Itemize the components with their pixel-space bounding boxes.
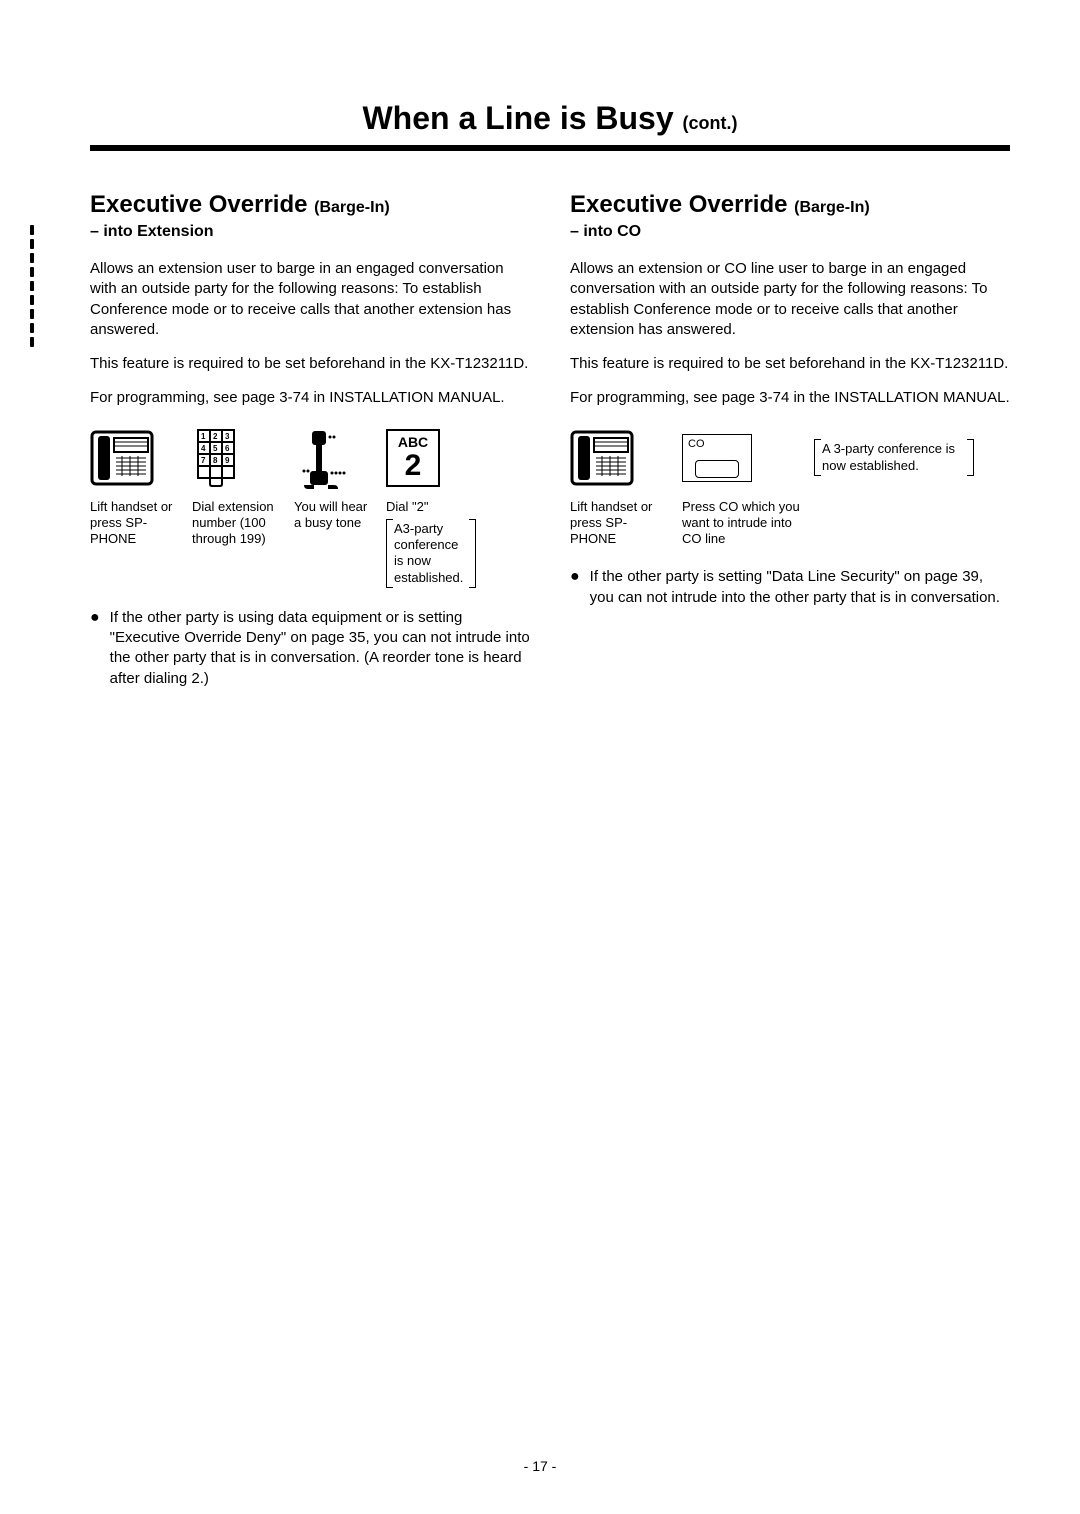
- co-slot: [695, 460, 739, 478]
- two-label: 2: [388, 451, 438, 481]
- co-button-icon: CO: [682, 423, 752, 493]
- left-bullet-text: If the other party is using data equipme…: [110, 608, 530, 689]
- left-heading-sub: (Barge-In): [314, 199, 390, 216]
- right-bullet-text: If the other party is setting "Data Line…: [590, 567, 1010, 608]
- svg-text:3: 3: [225, 432, 230, 441]
- left-step4-note: A3-party conference is now established.: [386, 519, 476, 588]
- right-column: Executive Override (Barge-In) – into CO …: [570, 191, 1010, 689]
- left-column: Executive Override (Barge-In) – into Ext…: [90, 191, 530, 689]
- right-bullet: ● If the other party is setting "Data Li…: [570, 567, 1010, 608]
- svg-text:8: 8: [213, 456, 218, 465]
- svg-text:6: 6: [225, 444, 230, 453]
- left-para2: This feature is required to be set befor…: [90, 354, 530, 374]
- bullet-dot-icon: ●: [90, 608, 100, 689]
- title-rule: [90, 145, 1010, 151]
- abc2-icon: ABC 2: [386, 423, 440, 493]
- right-heading-main: Executive Override: [570, 191, 787, 218]
- right-conf-note: A 3-party conference is now established.: [814, 423, 974, 499]
- columns: Executive Override (Barge-In) – into Ext…: [90, 191, 1010, 689]
- page-number: - 17 -: [0, 1458, 1080, 1474]
- left-step2-label: Dial extension number (100 through 199): [192, 499, 282, 548]
- binding-marks: [30, 225, 34, 347]
- page-title: When a Line is Busy (cont.): [90, 100, 1010, 137]
- right-step2-label: Press CO which you want to intrude into …: [682, 499, 802, 548]
- svg-text:2: 2: [213, 432, 218, 441]
- right-para1: Allows an extension or CO line user to b…: [570, 259, 1010, 340]
- svg-text:7: 7: [201, 456, 206, 465]
- left-step4: ABC 2 Dial "2" A3-party conference is no…: [386, 423, 476, 588]
- phone-icon: [570, 423, 634, 493]
- left-para3: For programming, see page 3-74 in INSTAL…: [90, 388, 530, 408]
- left-step3: You will hear a busy tone: [294, 423, 374, 532]
- right-para3: For programming, see page 3-74 in the IN…: [570, 388, 1010, 408]
- right-heading-sub: (Barge-In): [794, 199, 870, 216]
- right-step2: CO Press CO which you want to intrude in…: [682, 423, 802, 548]
- left-heading: Executive Override (Barge-In): [90, 191, 530, 219]
- title-cont: (cont.): [683, 113, 738, 133]
- left-step3-label: You will hear a busy tone: [294, 499, 374, 532]
- right-step1: Lift handset or press SP-PHONE: [570, 423, 670, 548]
- right-heading: Executive Override (Barge-In): [570, 191, 1010, 219]
- keypad-icon: 123 456 789: [192, 423, 240, 493]
- co-label: CO: [688, 438, 746, 452]
- right-para2: This feature is required to be set befor…: [570, 354, 1010, 374]
- left-step1: Lift handset or press SP-PHONE: [90, 423, 180, 548]
- bullet-dot-icon: ●: [570, 567, 580, 608]
- svg-text:9: 9: [225, 456, 230, 465]
- right-conf-note-text: A 3-party conference is now established.: [814, 439, 974, 476]
- left-steps: Lift handset or press SP-PHONE 123 456 7…: [90, 423, 530, 588]
- right-step1-label: Lift handset or press SP-PHONE: [570, 499, 670, 548]
- left-step2: 123 456 789 Dial extension number (100 t…: [192, 423, 282, 548]
- right-subheading: – into CO: [570, 223, 1010, 241]
- svg-text:4: 4: [201, 444, 206, 453]
- left-para1: Allows an extension user to barge in an …: [90, 259, 530, 340]
- title-main: When a Line is Busy: [362, 100, 673, 136]
- left-subheading: – into Extension: [90, 223, 530, 241]
- handset-icon: [294, 423, 350, 493]
- left-bullet: ● If the other party is using data equip…: [90, 608, 530, 689]
- left-step1-label: Lift handset or press SP-PHONE: [90, 499, 180, 548]
- left-step4-label: Dial "2": [386, 499, 428, 515]
- right-steps: Lift handset or press SP-PHONE CO Press …: [570, 423, 1010, 548]
- left-heading-main: Executive Override: [90, 191, 307, 218]
- svg-text:5: 5: [213, 444, 218, 453]
- phone-icon: [90, 423, 154, 493]
- svg-text:1: 1: [201, 432, 206, 441]
